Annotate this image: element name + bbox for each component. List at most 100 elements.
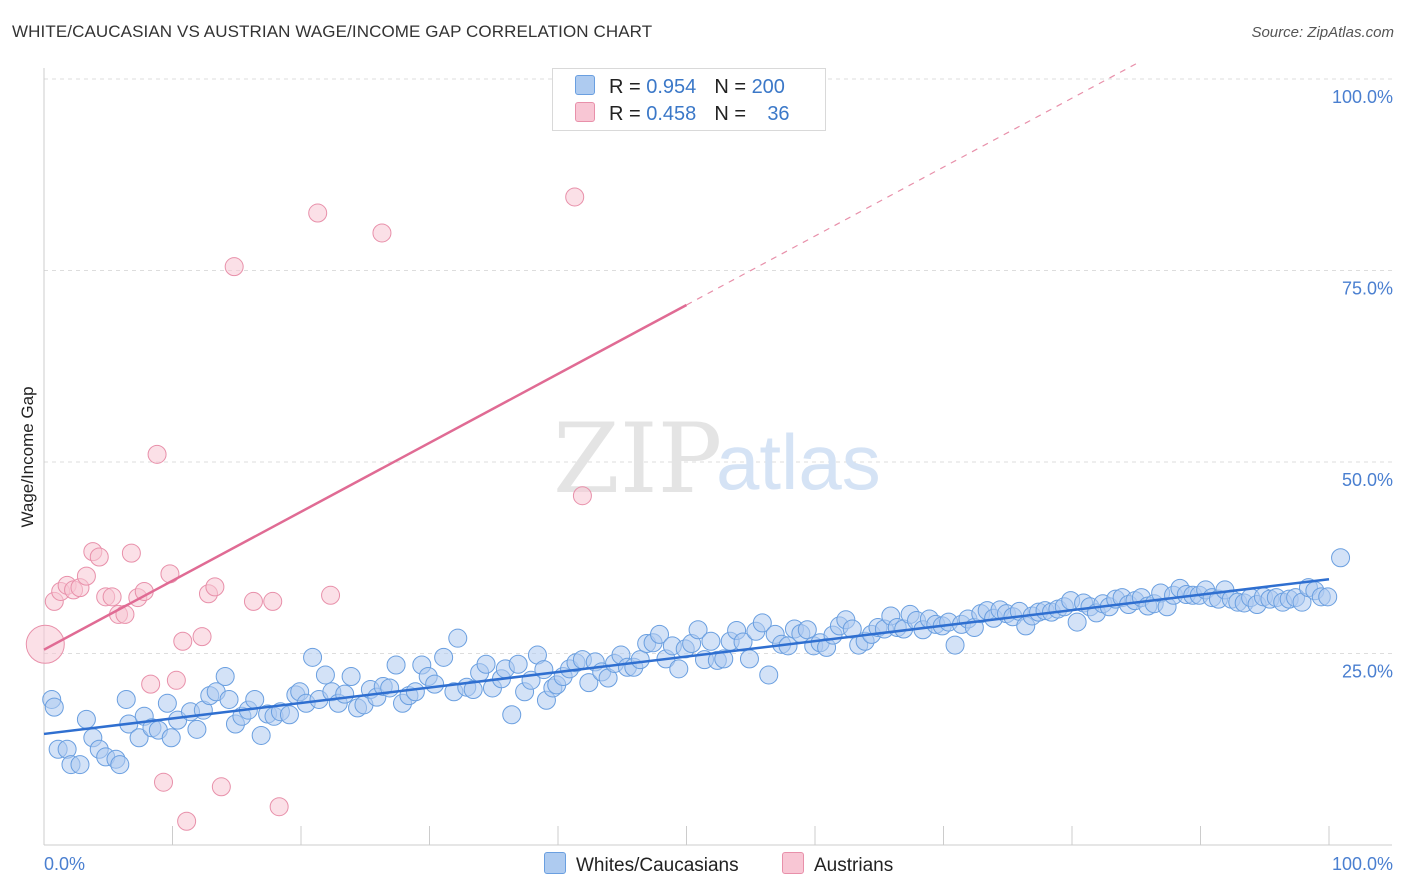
whites-point (476, 654, 496, 674)
bottom-legend-swatch-blue (544, 852, 566, 874)
y-tick-labels: 25.0% 50.0% 75.0% 100.0% (1332, 87, 1393, 682)
austrians-trend-line (43, 303, 688, 651)
whites-point (759, 665, 779, 685)
whites-point (110, 755, 130, 775)
austrians-point (308, 203, 328, 223)
whites-point (116, 689, 136, 709)
whites-point (335, 684, 355, 704)
austrians-point (372, 223, 392, 243)
austrians-point (243, 591, 263, 611)
bottom-legend-label: Whites/Caucasians (576, 855, 739, 876)
whites-point (434, 647, 454, 667)
whites-point (688, 620, 708, 640)
whites-point (1318, 587, 1338, 607)
whites-point (405, 682, 425, 702)
austrians-point (89, 547, 109, 567)
whites-point (157, 693, 177, 713)
axes (43, 68, 1392, 846)
legend-n-label: N = (714, 76, 752, 98)
x-tick-label: 100.0% (1332, 854, 1393, 874)
whites-point (701, 631, 721, 651)
whites-point (502, 705, 522, 725)
whites-trend-line (43, 577, 1330, 736)
y-axis-label: Wage/Income Gap (18, 386, 37, 527)
whites-point (463, 680, 483, 700)
austrians-point (211, 777, 231, 797)
legend-n-value: 200 (751, 76, 785, 98)
legend-r-label: R = (609, 103, 647, 125)
whites-point (669, 659, 689, 679)
legend-r-label: R = (609, 76, 647, 98)
chart-title: WHITE/CAUCASIAN VS AUSTRIAN WAGE/INCOME … (12, 22, 653, 41)
austrians-point (192, 627, 212, 647)
y-tick-label: 50.0% (1342, 470, 1393, 490)
austrians-point (76, 566, 96, 586)
bottom-legend-label: Austrians (814, 855, 894, 876)
x-tick-label: 0.0% (44, 854, 85, 874)
watermark: ZIP atlas (553, 403, 881, 515)
austrians-point (173, 631, 193, 651)
source-credit: Source: ZipAtlas.com (1251, 24, 1394, 41)
legend-n-label: N = (714, 103, 752, 125)
whites-point (315, 665, 335, 685)
whites-point (187, 719, 207, 739)
whites-point (341, 666, 361, 686)
bottom-legend-swatch-pink (782, 852, 804, 874)
whites-point (1067, 612, 1087, 632)
whites-point (219, 689, 239, 709)
whites-point (215, 666, 235, 686)
whites-point (70, 755, 90, 775)
legend-swatch-pink (575, 102, 595, 122)
whites-point (534, 660, 554, 680)
whites-point (752, 613, 772, 633)
whites-point (386, 655, 406, 675)
austrians-point (565, 187, 585, 207)
austrians-point (321, 585, 341, 605)
y-tick-label: 100.0% (1332, 87, 1393, 107)
watermark-atlas: atlas (716, 418, 881, 506)
whites-point (161, 728, 181, 748)
austrians-point (572, 486, 592, 506)
whites-point (303, 647, 323, 667)
bottom-legend-austrians: Austrians (782, 852, 893, 877)
austrians-point (269, 797, 289, 817)
y-tick-label: 75.0% (1342, 279, 1393, 299)
gridlines (44, 78, 1392, 654)
whites-point (76, 709, 96, 729)
austrians-point (141, 674, 161, 694)
whites-point (945, 635, 965, 655)
legend-row-austrians: R = 0.458 N = 36 (575, 102, 790, 126)
whites-point (650, 624, 670, 644)
legend-swatch-blue (575, 75, 595, 95)
trend-lines (43, 63, 1330, 736)
legend-row-whites: R = 0.954 N = 200 (575, 75, 785, 99)
whites-point (44, 697, 64, 717)
whites-points (42, 548, 1351, 775)
austrians-point (102, 587, 122, 607)
whites-point (842, 619, 862, 639)
whites-point (630, 650, 650, 670)
austrians-point (177, 811, 197, 831)
x-ticks (172, 826, 1330, 845)
whites-point (739, 649, 759, 669)
whites-point (279, 705, 299, 725)
austrians-point (263, 591, 283, 611)
legend-r-value: 0.954 (646, 76, 697, 98)
whites-point (129, 728, 149, 748)
whites-point (448, 628, 468, 648)
legend-r-value: 0.458 (646, 103, 697, 125)
whites-point (1331, 548, 1351, 568)
austrians-point (121, 543, 141, 563)
whites-point (425, 674, 445, 694)
bottom-legend-whites: Whites/Caucasians (544, 852, 739, 877)
stats-legend: R = 0.954 N = 200 R = 0.458 N = 36 (552, 68, 826, 131)
whites-point (251, 725, 271, 745)
whites-point (245, 689, 265, 709)
austrians-point (224, 257, 244, 277)
austrians-point (115, 604, 135, 624)
austrians-point (25, 624, 65, 664)
whites-point (508, 654, 528, 674)
austrians-trend-extension (686, 63, 1137, 306)
austrians-point (205, 577, 225, 597)
